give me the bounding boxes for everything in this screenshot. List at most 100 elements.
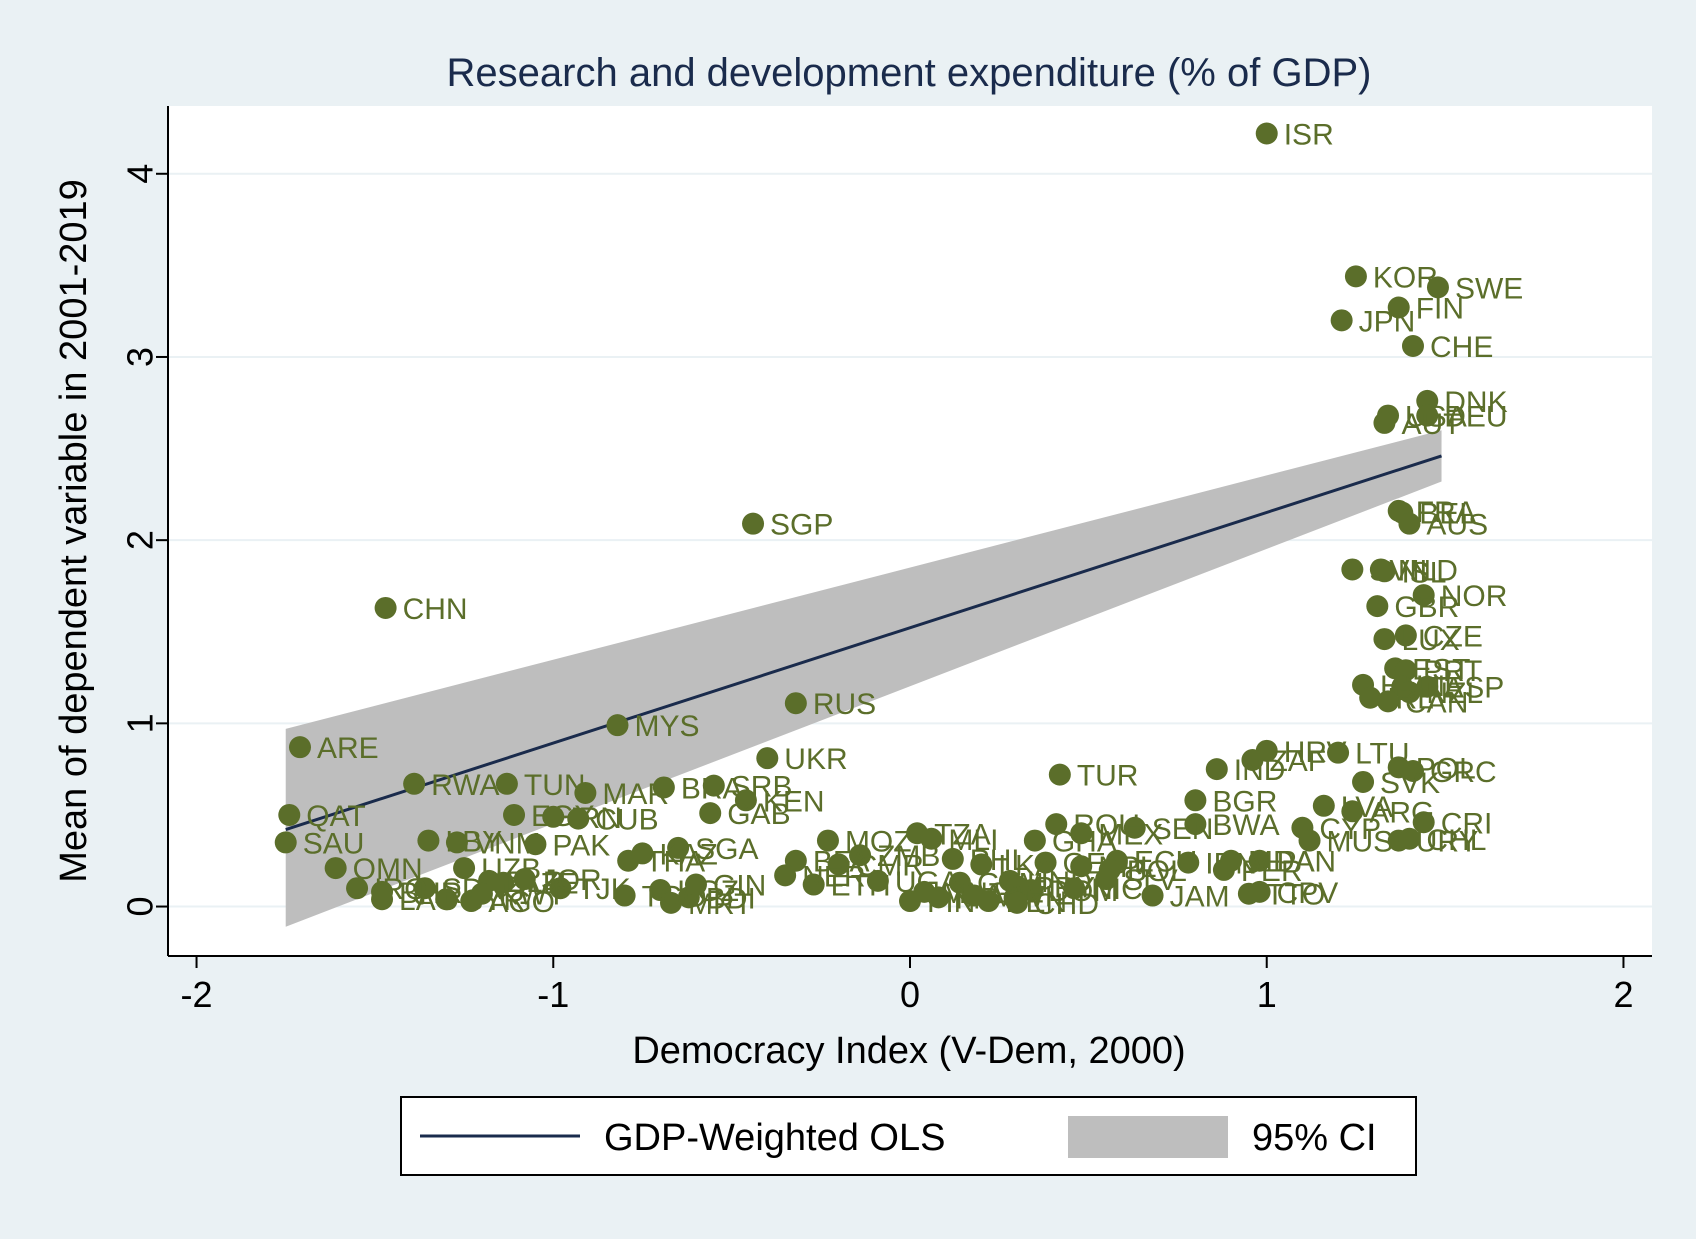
point-label: DEU — [1444, 401, 1507, 434]
scatter-point — [1401, 759, 1424, 782]
point-label: CUB — [595, 804, 658, 837]
point-label: CHN — [403, 593, 468, 626]
point-label: PER — [1241, 855, 1303, 888]
scatter-point — [1095, 868, 1118, 891]
scatter-point — [742, 512, 765, 535]
point-label: POL — [1416, 752, 1476, 785]
point-label: KEN — [763, 785, 825, 818]
scatter-point — [977, 890, 1000, 913]
scatter-point — [495, 772, 518, 795]
point-label: BDI — [706, 882, 756, 915]
scatter-point — [1359, 686, 1382, 709]
scatter-point — [346, 877, 369, 900]
scatter-point — [667, 836, 690, 859]
point-label: CRI — [1441, 807, 1493, 840]
scatter-point — [274, 831, 297, 854]
scatter-point — [513, 868, 536, 891]
point-label: RUS — [813, 688, 876, 721]
scatter-point — [702, 774, 725, 797]
scatter-point — [1327, 741, 1350, 764]
point-label: BGR — [1212, 785, 1277, 818]
scatter-point — [1023, 829, 1046, 852]
point-label: ISR — [1284, 118, 1334, 151]
point-label: IND — [1234, 754, 1286, 787]
scatter-point — [549, 877, 572, 900]
point-label: CPV — [1277, 877, 1339, 910]
scatter-point — [1248, 849, 1271, 872]
scatter-point — [1248, 880, 1271, 903]
point-label: QAT — [306, 800, 365, 833]
point-label: GAB — [727, 798, 790, 831]
scatter-point — [1394, 624, 1417, 647]
x-tick-label: -1 — [537, 974, 569, 1015]
x-tick-label: 0 — [900, 974, 920, 1015]
scatter-point — [970, 853, 993, 876]
legend-band-swatch — [1068, 1116, 1228, 1158]
scatter-point — [631, 842, 654, 865]
point-label: SVK — [1380, 767, 1440, 800]
ci-band — [285, 430, 1442, 927]
point-label: BHR — [399, 877, 462, 910]
point-label: NOR — [1441, 580, 1508, 613]
scatter-point — [1398, 512, 1421, 535]
scatter-point — [1412, 584, 1435, 607]
scatter-point — [1341, 558, 1364, 581]
point-label: MUS — [1327, 826, 1394, 859]
point-label: JOR — [542, 864, 602, 897]
point-label: URY — [1416, 826, 1479, 859]
point-label: GIN — [713, 870, 766, 903]
scatter-point — [802, 873, 825, 896]
point-label: KAZ — [659, 838, 717, 871]
scatter-point — [1401, 334, 1424, 357]
scatter-point — [652, 776, 675, 799]
scatter-point — [849, 844, 872, 867]
point-label: SLV — [1123, 864, 1177, 897]
scatter-point — [1387, 296, 1410, 319]
point-label: CHE — [1430, 331, 1493, 364]
scatter-point — [1373, 411, 1396, 434]
x-tick-label: 2 — [1613, 974, 1633, 1015]
point-label: MYS — [634, 710, 699, 743]
scatter-point — [659, 891, 682, 914]
scatter-point — [1123, 816, 1146, 839]
scatter-point — [1398, 681, 1421, 704]
point-label: SEN — [1152, 813, 1214, 846]
scatter-point — [1048, 763, 1071, 786]
scatter-point — [324, 857, 347, 880]
scatter-point — [445, 831, 468, 854]
point-label: ESP — [1444, 672, 1504, 705]
legend: GDP-Weighted OLS 95% CI — [400, 1096, 1417, 1176]
scatter-point — [1416, 675, 1439, 698]
scatter-point — [1205, 758, 1228, 781]
scatter-point — [278, 803, 301, 826]
scatter-point — [1034, 851, 1057, 874]
y-tick-label: 1 — [120, 713, 161, 733]
point-label: PAN — [1277, 846, 1336, 879]
scatter-point — [941, 847, 964, 870]
scatter-point — [1366, 595, 1389, 618]
scatter-point — [866, 869, 889, 892]
point-label: BOL — [1127, 855, 1187, 888]
point-label: FRA — [1416, 496, 1476, 529]
scatter-point — [613, 884, 636, 907]
point-label: JAM — [1170, 881, 1230, 914]
scatter-point — [374, 596, 397, 619]
scatter-point — [413, 877, 436, 900]
point-label: DNK — [1444, 386, 1507, 419]
scatter-point — [948, 871, 971, 894]
scatter-point — [435, 888, 458, 911]
scatter-point — [606, 714, 629, 737]
scatter-point — [899, 890, 921, 913]
y-tick-label: 4 — [120, 164, 161, 184]
point-label: THA — [645, 846, 705, 879]
point-label: ISL — [1401, 556, 1446, 589]
scatter-point — [1184, 789, 1207, 812]
scatter-point — [371, 880, 394, 903]
point-label: UKR — [784, 743, 847, 776]
point-label: NLD — [1398, 554, 1458, 587]
y-tick-label: 0 — [120, 897, 161, 917]
legend-label-ci: 95% CI — [1252, 1117, 1377, 1159]
scatter-point — [453, 857, 476, 880]
point-label: BWA — [1212, 809, 1279, 842]
point-label: NER — [802, 860, 865, 893]
